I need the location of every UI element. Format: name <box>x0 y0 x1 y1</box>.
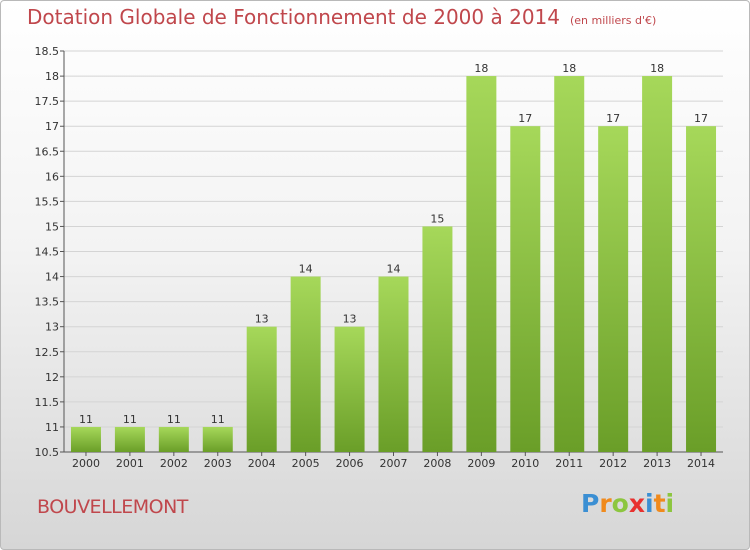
bar-2001 <box>114 426 145 452</box>
data-label: 13 <box>255 313 269 326</box>
data-label: 11 <box>79 413 93 426</box>
data-label: 13 <box>343 313 357 326</box>
data-label: 15 <box>430 212 444 225</box>
data-label: 18 <box>650 62 664 75</box>
y-tick-label: 11 <box>45 421 59 434</box>
bar-2010 <box>510 126 541 452</box>
logo-letter: i <box>665 489 675 518</box>
proxiti-logo: Proxiti <box>581 489 674 518</box>
y-tick-label: 14.5 <box>35 246 60 259</box>
x-tick-label: 2002 <box>160 457 188 470</box>
x-tick-label: 2006 <box>336 457 364 470</box>
y-tick-label: 16.5 <box>35 145 60 158</box>
bar-2002 <box>158 426 189 452</box>
chart-subtitle: (en milliers d'€) <box>570 14 657 27</box>
x-tick-label: 2009 <box>467 457 495 470</box>
data-label: 11 <box>167 413 181 426</box>
x-tick-label: 2003 <box>204 457 232 470</box>
y-tick-label: 17 <box>45 120 59 133</box>
data-label: 17 <box>694 112 708 125</box>
bar-2005 <box>290 276 321 452</box>
bar-2006 <box>334 326 365 452</box>
data-label: 17 <box>606 112 620 125</box>
x-tick-label: 2010 <box>511 457 539 470</box>
y-tick-label: 12.5 <box>35 346 60 359</box>
bar-2014 <box>686 126 717 452</box>
bars: 11 11 11 11 13 14 13 14 15 18 17 18 17 18 17 <box>70 62 717 452</box>
y-tick-label: 17.5 <box>35 95 60 108</box>
y-tick-label: 16 <box>45 170 59 183</box>
y-tick-label: 11.5 <box>35 396 60 409</box>
data-label: 11 <box>211 413 225 426</box>
logo-letter: x <box>628 489 645 518</box>
bar-2013 <box>642 76 673 452</box>
x-tick-label: 2007 <box>380 457 408 470</box>
logo-letter: P <box>581 489 600 518</box>
x-tick-label: 2001 <box>116 457 144 470</box>
x-tick-label: 2000 <box>72 457 100 470</box>
bar-2004 <box>246 326 277 452</box>
logo-letter: t <box>653 489 666 518</box>
y-tick-label: 13 <box>45 321 59 334</box>
data-label: 18 <box>562 62 576 75</box>
data-label: 17 <box>518 112 532 125</box>
bar-2011 <box>554 76 585 452</box>
data-label: 11 <box>123 413 137 426</box>
data-label: 14 <box>387 263 401 276</box>
bar-2012 <box>598 126 629 452</box>
logo-letter: r <box>599 489 612 518</box>
x-tick-label: 2005 <box>292 457 320 470</box>
logo-letter: o <box>611 489 629 518</box>
y-tick-label: 12 <box>45 371 59 384</box>
bar-2009 <box>466 76 497 452</box>
chart-title: Dotation Globale de Fonctionnement de 20… <box>27 5 656 29</box>
bar-2000 <box>70 426 101 452</box>
chart-title-text: Dotation Globale de Fonctionnement de 20… <box>27 5 560 29</box>
x-tick-label: 2004 <box>248 457 276 470</box>
x-tick-label: 2012 <box>599 457 627 470</box>
bar-2007 <box>378 276 409 452</box>
bar-2003 <box>202 426 233 452</box>
x-axis-ticks: 2000 2001 2002 2003 2004 2005 2006 2007 2008 2009… <box>72 452 715 470</box>
x-tick-label: 2011 <box>555 457 583 470</box>
data-label: 18 <box>474 62 488 75</box>
y-tick-label: 14 <box>45 271 59 284</box>
x-tick-label: 2014 <box>687 457 715 470</box>
x-tick-label: 2013 <box>643 457 671 470</box>
y-tick-label: 10.5 <box>35 446 60 459</box>
data-label: 14 <box>299 263 313 276</box>
x-tick-label: 2008 <box>423 457 451 470</box>
y-tick-label: 15 <box>45 220 59 233</box>
y-tick-label: 18 <box>45 70 59 83</box>
bar-2008 <box>422 226 453 452</box>
y-axis-ticks: 10.5 11 11.5 12 12.5 13 13.5 14 14.5 15 15.5 16 16.5… <box>35 45 64 459</box>
logo-letter: i <box>645 489 654 518</box>
y-tick-label: 13.5 <box>35 296 60 309</box>
y-tick-label: 15.5 <box>35 195 60 208</box>
commune-name: BOUVELLEMONT <box>37 496 188 518</box>
y-tick-label: 18.5 <box>35 45 60 58</box>
